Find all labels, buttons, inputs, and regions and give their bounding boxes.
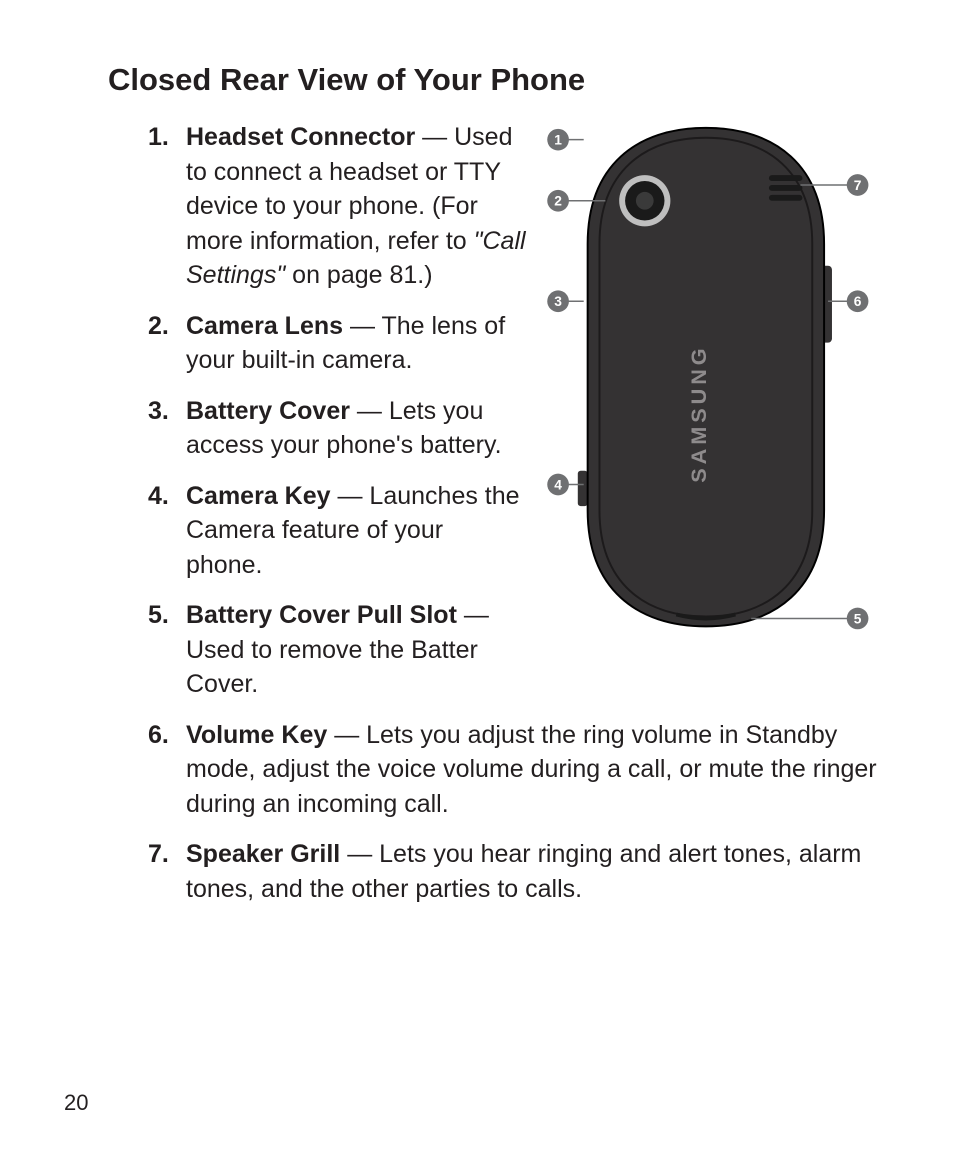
feature-number: 6. xyxy=(148,718,169,753)
feature-item: 7.Speaker Grill — Lets you hear ringing … xyxy=(148,837,890,906)
page-number: 20 xyxy=(64,1090,88,1116)
feature-term: Speaker Grill xyxy=(186,840,340,868)
callout-number: 2 xyxy=(554,194,562,209)
callout-number: 4 xyxy=(554,477,562,492)
feature-item: 2.Camera Lens — The lens of your built-i… xyxy=(148,309,526,378)
feature-term: Battery Cover xyxy=(186,397,350,425)
speaker-grill-line-2 xyxy=(769,185,802,191)
feature-item: 4.Camera Key — Launches the Camera featu… xyxy=(148,479,526,583)
feature-term: Camera Lens xyxy=(186,312,343,340)
feature-desc-post: on page 81.) xyxy=(285,261,432,289)
feature-item: 5.Battery Cover Pull Slot — Used to remo… xyxy=(148,598,526,702)
feature-term: Camera Key xyxy=(186,482,331,510)
manual-page: Closed Rear View of Your Phone 1. Headset… xyxy=(0,0,954,1172)
feature-number: 5. xyxy=(148,598,169,633)
feature-number: 7. xyxy=(148,837,169,872)
feature-term: Headset Connector xyxy=(186,123,415,151)
callout-number: 1 xyxy=(554,133,562,148)
callout-number: 5 xyxy=(854,611,862,626)
feature-number: 4. xyxy=(148,479,169,514)
feature-item: 6.Volume Key — Lets you adjust the ring … xyxy=(148,718,890,822)
feature-term: Volume Key xyxy=(186,721,327,749)
feature-item: 3.Battery Cover — Lets you access your p… xyxy=(148,394,526,463)
feature-number: 1. xyxy=(148,120,169,155)
callout-number: 6 xyxy=(854,294,862,309)
phone-diagram: SAMSUNG 1 2 3 4 5 6 7 xyxy=(516,118,878,650)
speaker-grill-line-3 xyxy=(769,195,802,201)
section-heading: Closed Rear View of Your Phone xyxy=(108,62,890,98)
feature-item: 1.Headset Connector — Used to connect a … xyxy=(148,120,526,293)
callout-number: 3 xyxy=(554,294,562,309)
feature-number: 2. xyxy=(148,309,169,344)
phone-camera-key xyxy=(578,471,588,506)
phone-brand-text: SAMSUNG xyxy=(686,344,711,482)
feature-term: Battery Cover Pull Slot xyxy=(186,601,457,629)
camera-lens xyxy=(636,192,654,210)
content-area: 1.Headset Connector — Used to connect a … xyxy=(108,120,890,906)
feature-number: 3. xyxy=(148,394,169,429)
callout-number: 7 xyxy=(854,178,862,193)
phone-svg: SAMSUNG 1 2 3 4 5 6 7 xyxy=(516,118,878,650)
speaker-grill-line-1 xyxy=(769,175,802,181)
